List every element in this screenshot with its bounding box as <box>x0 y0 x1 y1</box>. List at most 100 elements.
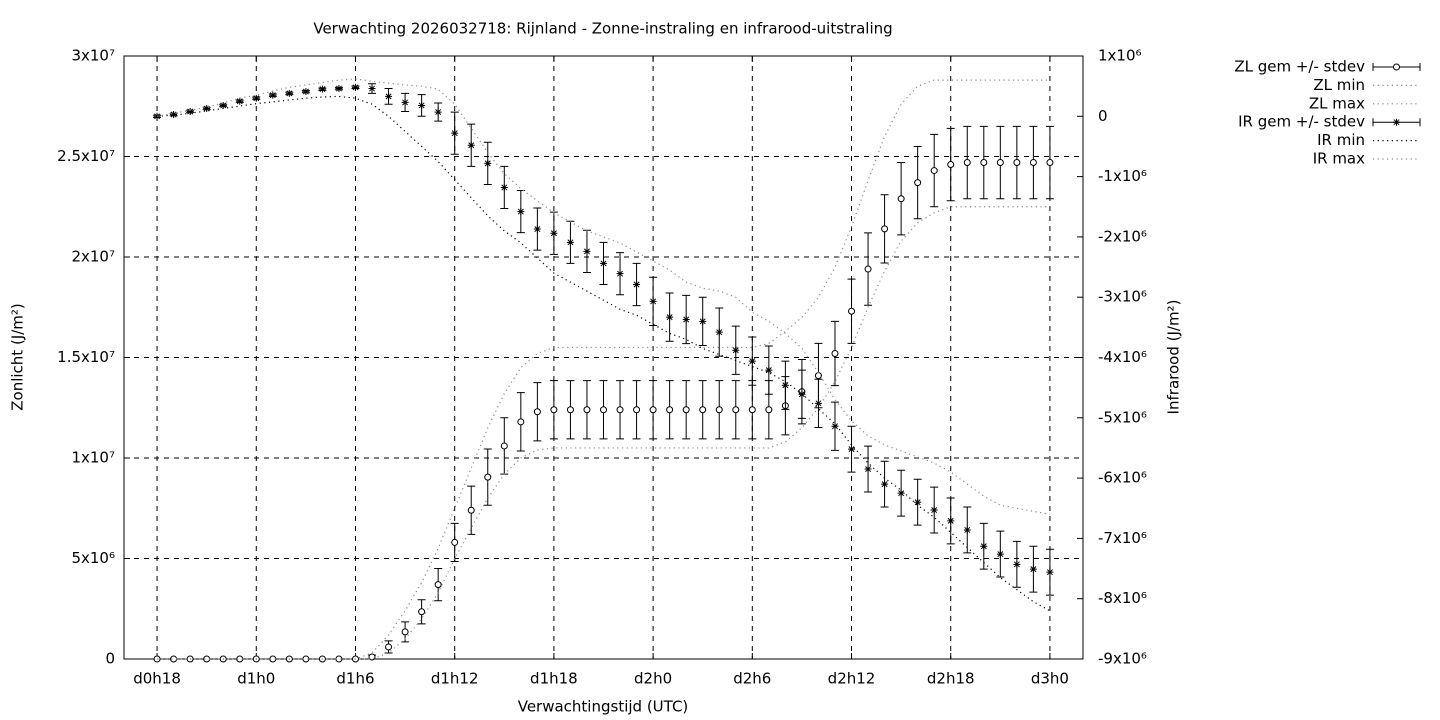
marker <box>682 316 690 324</box>
y2-tick-label: -9x10⁶ <box>1098 650 1147 668</box>
y-tick-label: 1.5x10⁷ <box>57 348 115 366</box>
marker <box>781 381 789 389</box>
marker <box>963 159 971 167</box>
marker <box>533 225 541 233</box>
marker <box>748 357 756 365</box>
plot-frame <box>123 55 1084 660</box>
marker <box>1029 565 1037 573</box>
marker <box>517 418 525 426</box>
marker <box>814 399 822 407</box>
marker <box>980 159 988 167</box>
y-tick-label: 5x10⁶ <box>71 549 115 567</box>
legend-label: IR max <box>1313 150 1365 168</box>
marker <box>831 422 839 430</box>
marker <box>550 229 558 237</box>
marker <box>219 101 227 109</box>
marker <box>451 129 459 137</box>
marker <box>467 506 475 514</box>
marker <box>616 270 624 278</box>
marker <box>814 372 822 380</box>
marker <box>318 85 326 93</box>
legend-label: ZL gem +/- stdev <box>1234 58 1365 76</box>
y-axis-label: Zonlicht (J/m²) <box>9 303 27 411</box>
x-axis-label: Verwachtingstijd (UTC) <box>518 698 689 716</box>
marker <box>699 406 707 414</box>
marker <box>500 442 508 450</box>
marker <box>203 104 211 112</box>
y-tick-label: 1x10⁷ <box>71 449 115 467</box>
x-tick-label: d1h12 <box>431 670 479 688</box>
marker <box>434 108 442 116</box>
marker <box>269 655 277 663</box>
y2-tick-label: 0 <box>1098 107 1108 125</box>
marker <box>401 628 409 636</box>
marker <box>434 581 442 589</box>
marker <box>732 406 740 414</box>
marker <box>451 538 459 546</box>
legend-marker <box>1393 118 1400 126</box>
marker <box>897 195 905 203</box>
marker <box>566 238 574 246</box>
series-line <box>156 78 1051 515</box>
marker <box>831 349 839 357</box>
x-tick-label: d2h6 <box>733 670 771 688</box>
marker <box>285 89 293 97</box>
marker <box>533 408 541 416</box>
marker <box>385 643 393 651</box>
marker <box>980 542 988 550</box>
marker <box>1046 568 1054 576</box>
marker <box>484 473 492 481</box>
chart-title: Verwachting 2026032718: Rijnland - Zonne… <box>313 20 892 38</box>
y2-tick-label: -2x10⁶ <box>1098 227 1147 245</box>
marker <box>351 83 359 91</box>
marker <box>881 480 889 488</box>
marker <box>550 406 558 414</box>
y2-tick-label: 1x10⁶ <box>1098 47 1142 65</box>
x-tick-label: d3h0 <box>1031 670 1069 688</box>
x-tick-label: d0h18 <box>133 670 181 688</box>
marker <box>252 94 260 102</box>
y2-tick-label: -8x10⁶ <box>1098 589 1147 607</box>
marker <box>699 317 707 325</box>
marker <box>170 110 178 118</box>
series-line <box>157 206 1050 660</box>
marker <box>302 88 310 96</box>
marker <box>633 406 641 414</box>
y-tick-label: 2x10⁷ <box>71 248 115 266</box>
marker <box>947 161 955 169</box>
marker <box>930 506 938 514</box>
marker <box>996 159 1004 167</box>
marker <box>616 406 624 414</box>
y2-tick-label: -4x10⁶ <box>1098 348 1147 366</box>
legend-label: IR min <box>1317 131 1365 149</box>
series-line <box>157 79 1050 660</box>
marker <box>848 445 856 453</box>
marker <box>748 406 756 414</box>
marker <box>715 328 723 336</box>
y2-axis-label: Infrarood (J/m²) <box>1165 300 1183 415</box>
y2-tick-label: -7x10⁶ <box>1098 529 1147 547</box>
marker <box>467 141 475 149</box>
x-tick-label: d2h0 <box>634 670 672 688</box>
y2-tick-label: -1x10⁶ <box>1098 167 1147 185</box>
y-tick-label: 0 <box>105 650 115 668</box>
marker <box>418 101 426 109</box>
marker <box>930 167 938 175</box>
legend-label: IR gem +/- stdev <box>1238 113 1365 131</box>
marker <box>864 265 872 273</box>
marker <box>914 179 922 187</box>
marker <box>633 281 641 289</box>
x-tick-label: d1h18 <box>530 670 578 688</box>
marker <box>1013 159 1021 167</box>
legend-label: ZL max <box>1309 94 1365 112</box>
marker <box>947 517 955 525</box>
marker <box>682 406 690 414</box>
marker <box>418 608 426 616</box>
marker <box>186 107 194 115</box>
marker <box>583 247 591 255</box>
marker <box>897 489 905 497</box>
marker <box>963 526 971 534</box>
marker <box>517 208 525 216</box>
marker <box>864 465 872 473</box>
